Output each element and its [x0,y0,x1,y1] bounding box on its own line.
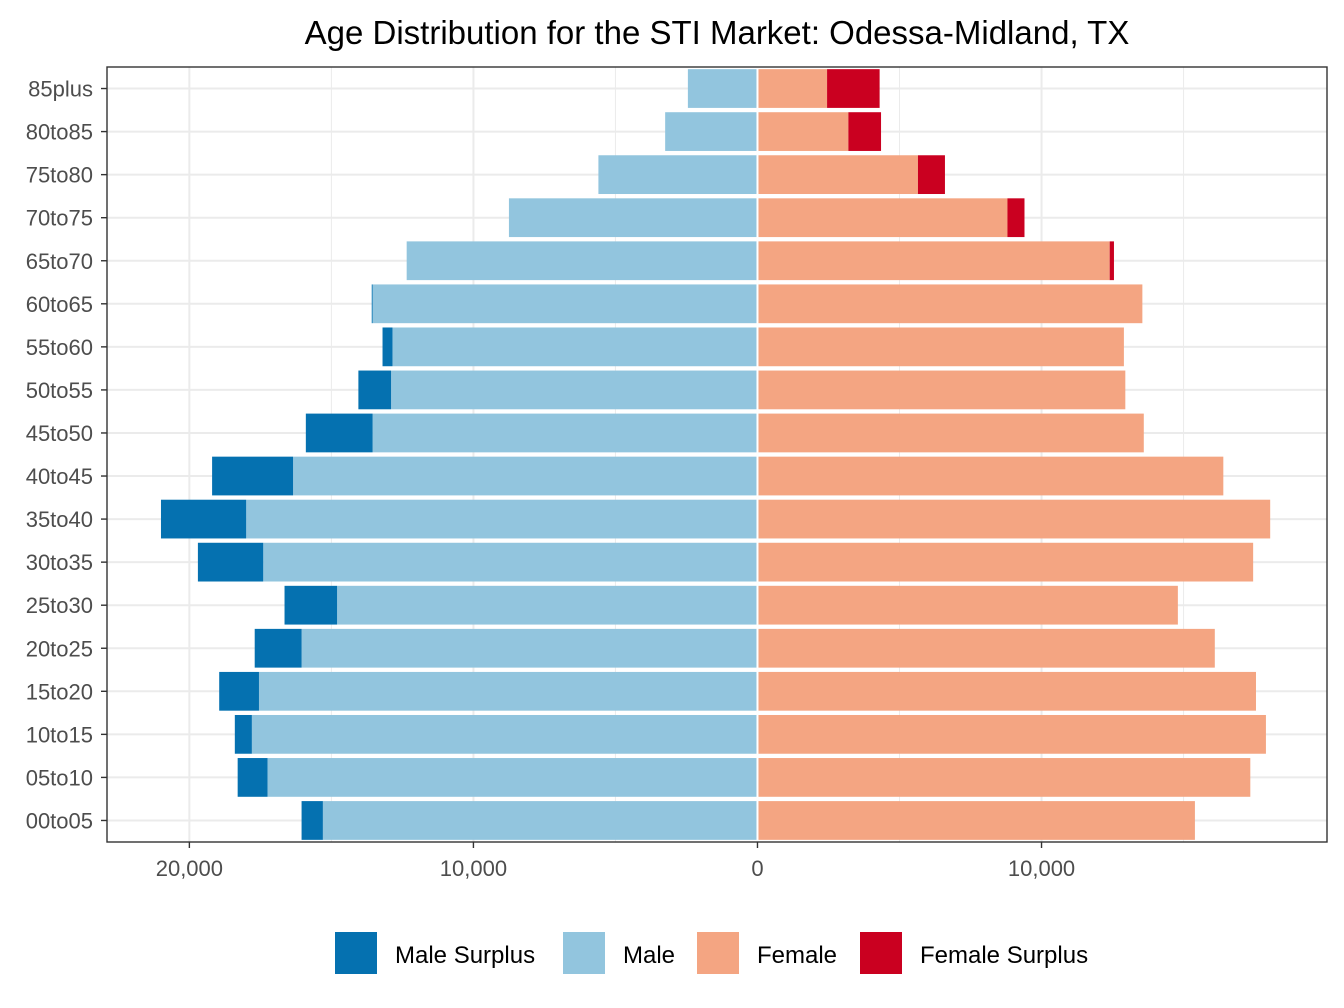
x-tick-label: 0 [751,856,763,881]
y-tick-label: 75to80 [26,163,93,188]
bar-female-65to70 [757,241,1110,281]
bars [160,67,1271,842]
x-tick-label: 10,000 [440,856,507,881]
legend-label-female_surplus: Female Surplus [920,942,1088,969]
bar-male-surplus-10to15 [234,714,252,754]
bar-male-25to30 [337,585,758,625]
y-tick-label: 15to20 [26,679,93,704]
bar-female-70to75 [757,198,1008,238]
bar-female-00to05 [757,801,1195,840]
bar-male-35to40 [246,499,758,539]
y-tick-label: 60to65 [26,292,93,317]
bar-male-surplus-35to40 [160,499,247,539]
bar-male-60to65 [372,284,758,324]
bar-female-45to50 [757,413,1144,453]
bar-female-10to15 [757,714,1266,754]
legend-swatch-female_surplus [860,932,902,974]
bar-female-20to25 [757,628,1215,668]
bar-male-55to60 [392,327,758,367]
legend-label-female: Female [757,942,837,969]
bar-female-35to40 [757,499,1271,539]
bar-male-surplus-45to50 [305,413,373,453]
bar-male-surplus-60to65 [371,284,373,324]
plot-border [106,66,1328,843]
bar-female-surplus-65to70 [1109,241,1114,281]
bar-male-surplus-40to45 [212,456,294,496]
x-tick-label: 20,000 [156,856,223,881]
bar-female-surplus-75to80 [917,155,945,195]
y-tick-label: 25to30 [26,593,93,618]
y-tick-label: 10to15 [26,722,93,747]
x-tick-label: 10,000 [1008,856,1075,881]
bar-female-50to55 [757,370,1126,410]
bar-female-85plus [757,69,828,108]
y-tick-label: 05to10 [26,765,93,790]
bar-male-surplus-30to35 [197,542,264,582]
bar-female-surplus-80to85 [848,112,882,151]
bar-male-surplus-50to55 [358,370,392,410]
bar-male-40to45 [293,456,758,496]
y-tick-label: 55to60 [26,335,93,360]
bar-female-60to65 [757,284,1143,324]
chart-title: Age Distribution for the STI Market: Ode… [305,14,1130,51]
bar-female-surplus-70to75 [1007,198,1025,238]
legend-swatch-male_surplus [335,932,377,974]
bar-male-65to70 [406,241,758,281]
bar-male-00to05 [322,801,758,840]
bar-male-surplus-55to60 [382,327,393,367]
y-tick-label: 35to40 [26,507,93,532]
y-axis: 00to05 05to10 10to15 15to20 20to25 25to30 30to… [26,77,107,833]
y-tick-label: 50to55 [26,378,93,403]
bar-female-30to35 [757,542,1254,582]
y-tick-label: 00to05 [26,808,93,833]
bar-male-45to50 [372,413,758,453]
bar-female-80to85 [757,112,849,151]
bar-male-50to55 [391,370,758,410]
y-tick-label: 70to75 [26,206,93,231]
bar-female-40to45 [757,456,1224,496]
legend-swatch-male [563,932,605,974]
bar-male-surplus-00to05 [301,801,323,840]
y-tick-label: 85plus [28,77,93,102]
legend-swatch-female [697,932,739,974]
bar-female-75to80 [757,155,918,195]
y-tick-label: 40to45 [26,464,93,489]
bar-female-surplus-85plus [827,69,880,108]
bar-male-70to75 [508,198,758,238]
bar-male-surplus-05to10 [237,758,268,797]
bar-female-25to30 [757,585,1178,625]
bar-male-85plus [687,69,758,108]
legend-label-male_surplus: Male Surplus [395,942,535,969]
y-tick-label: 80to85 [26,120,93,145]
bar-male-05to10 [267,758,758,797]
bar-male-surplus-25to30 [284,585,338,625]
bar-female-55to60 [757,327,1124,367]
bar-male-80to85 [665,112,758,151]
bar-male-75to80 [598,155,758,195]
y-tick-label: 30to35 [26,550,93,575]
y-tick-label: 45to50 [26,421,93,446]
bar-female-15to20 [757,671,1256,711]
bar-male-10to15 [251,714,758,754]
legend: Male Surplus Male Female Female Surplus [335,932,1088,974]
bar-female-05to10 [757,758,1251,797]
bar-male-surplus-20to25 [254,628,302,668]
y-tick-label: 65to70 [26,249,93,274]
bar-male-surplus-15to20 [219,671,259,711]
x-axis: 20,000 10,000 0 10,000 [156,842,1075,881]
bar-male-20to25 [301,628,758,668]
y-tick-label: 20to25 [26,636,93,661]
bar-male-30to35 [263,542,758,582]
bar-male-15to20 [258,671,758,711]
legend-label-male: Male [623,942,675,969]
